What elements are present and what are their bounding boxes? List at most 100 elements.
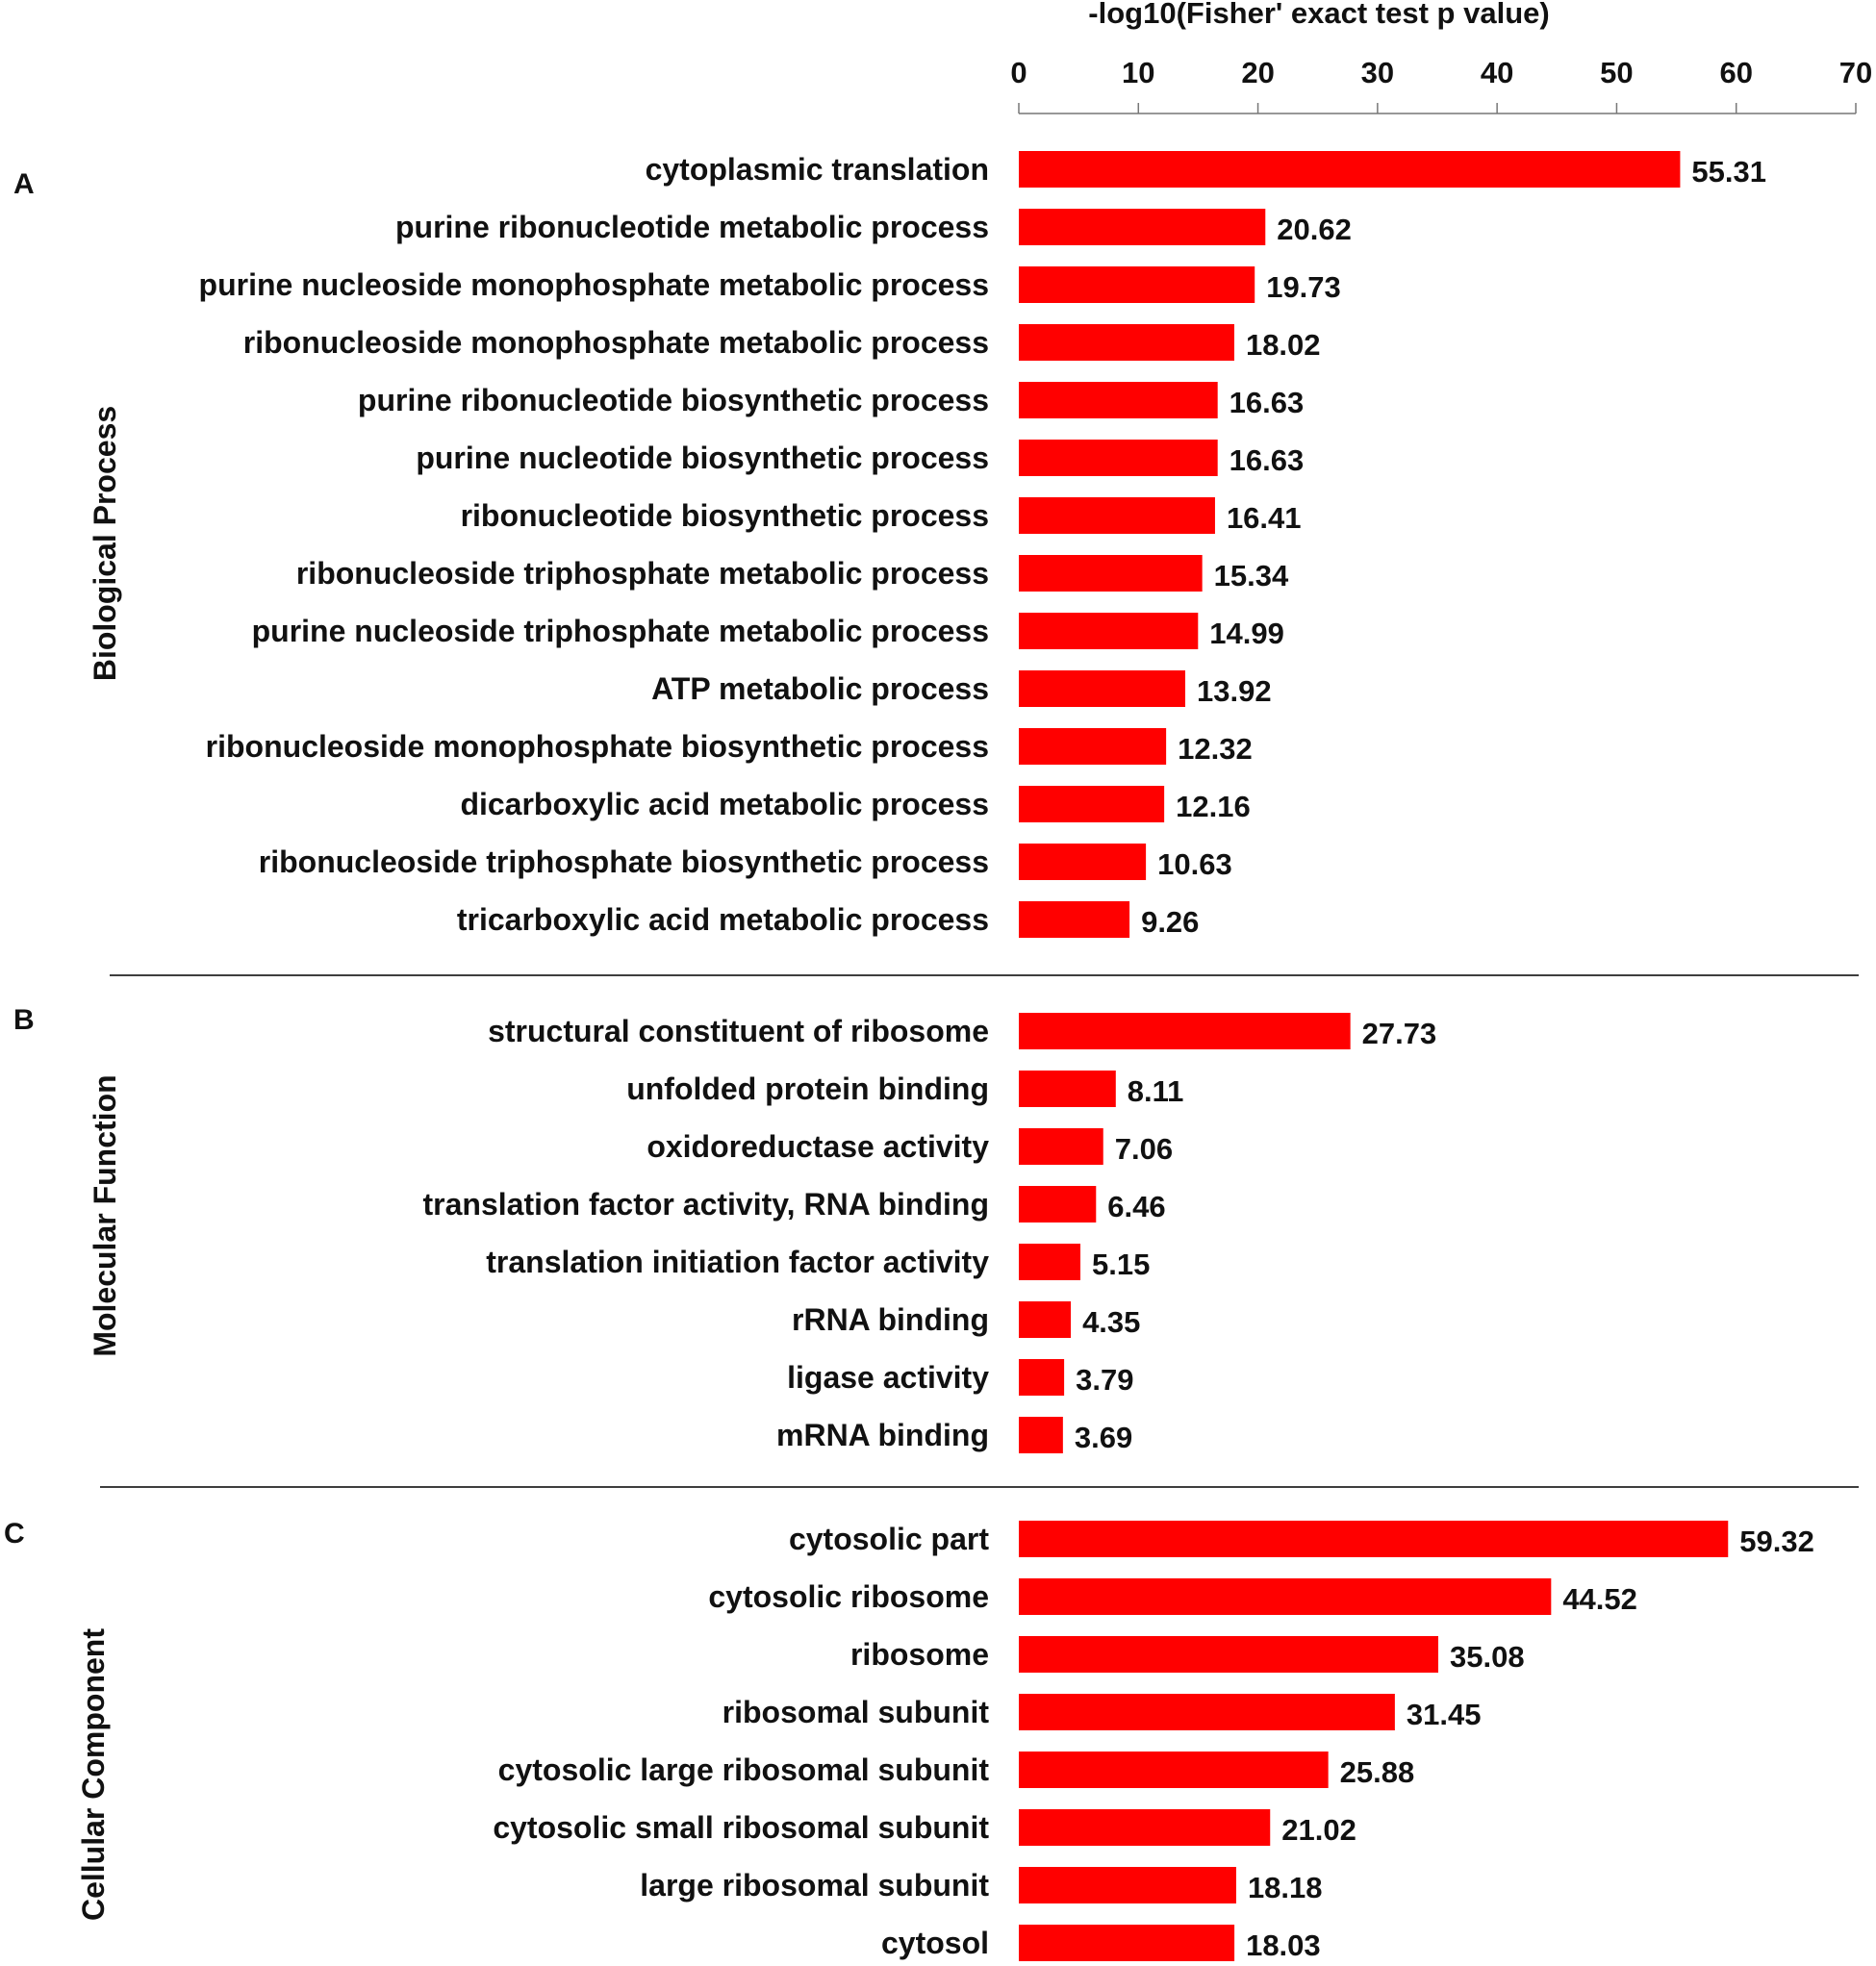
bar-value-label: 5.15 xyxy=(1092,1248,1150,1281)
bar-value-label: 44.52 xyxy=(1562,1582,1637,1616)
bar xyxy=(1019,1521,1729,1557)
x-tick-label: 20 xyxy=(1241,56,1274,89)
x-tick-label: 30 xyxy=(1361,56,1394,89)
category-label: cytosolic small ribosomal subunit xyxy=(493,1810,989,1845)
bar-value-label: 19.73 xyxy=(1266,270,1341,304)
bar xyxy=(1019,440,1218,476)
x-tick-label: 60 xyxy=(1719,56,1752,89)
chart-panels: A Biological Process cytoplasmic translati… xyxy=(4,151,1859,1962)
category-label: purine ribonucleotide biosynthetic proce… xyxy=(358,383,989,417)
bar xyxy=(1019,1244,1081,1280)
bar xyxy=(1019,1071,1116,1107)
bar xyxy=(1019,786,1165,822)
category-label: ribonucleotide biosynthetic process xyxy=(461,498,989,533)
category-label: purine nucleoside monophosphate metaboli… xyxy=(199,267,989,302)
category-label: unfolded protein binding xyxy=(626,1071,989,1106)
panel-a: A Biological Process cytoplasmic translati… xyxy=(13,151,1859,976)
bar-value-label: 12.32 xyxy=(1178,732,1253,766)
bar-value-label: 59.32 xyxy=(1739,1525,1814,1558)
bar-value-label: 18.18 xyxy=(1248,1871,1323,1904)
panel-c: C Cellular Component cytosolic part 59.32 cy… xyxy=(4,1518,1814,1962)
x-tick-label: 70 xyxy=(1839,56,1872,89)
category-label: ribonucleoside triphosphate biosynthetic… xyxy=(259,844,989,879)
bar-value-label: 15.34 xyxy=(1214,559,1289,592)
bar-value-label: 16.41 xyxy=(1227,501,1302,535)
category-label: large ribosomal subunit xyxy=(640,1868,989,1903)
bar-value-label: 25.88 xyxy=(1340,1755,1415,1789)
x-tick-label: 0 xyxy=(1010,56,1027,89)
bar xyxy=(1019,1013,1351,1049)
bar xyxy=(1019,1301,1072,1338)
panel-letter: A xyxy=(13,168,35,200)
panel-b: B Molecular Function structural constituen… xyxy=(13,1004,1859,1488)
category-label: ligase activity xyxy=(787,1360,989,1395)
bar-value-label: 18.03 xyxy=(1246,1928,1321,1962)
bar xyxy=(1019,1694,1395,1730)
category-label: purine nucleoside triphosphate metabolic… xyxy=(252,614,989,648)
panel-letter: B xyxy=(13,1004,35,1036)
bar xyxy=(1019,901,1130,938)
bar-value-label: 9.26 xyxy=(1141,905,1199,939)
bar xyxy=(1019,266,1255,303)
bar xyxy=(1019,1578,1552,1615)
bar-value-label: 35.08 xyxy=(1450,1640,1525,1674)
bar xyxy=(1019,1359,1065,1396)
category-label: cytosolic large ribosomal subunit xyxy=(498,1752,990,1787)
bar-value-label: 4.35 xyxy=(1082,1305,1140,1339)
panel-category-label: Cellular Component xyxy=(76,1628,111,1921)
category-label: ATP metabolic process xyxy=(651,671,989,706)
x-tick-label: 50 xyxy=(1600,56,1633,89)
category-label: mRNA binding xyxy=(776,1418,989,1452)
bar-value-label: 55.31 xyxy=(1691,155,1766,189)
bar-value-label: 20.62 xyxy=(1277,213,1352,246)
bar xyxy=(1019,1867,1236,1903)
bar xyxy=(1019,1128,1103,1165)
bar-value-label: 12.16 xyxy=(1176,790,1251,823)
category-label: structural constituent of ribosome xyxy=(488,1014,989,1048)
bar xyxy=(1019,1809,1271,1846)
bar-value-label: 18.02 xyxy=(1246,328,1321,362)
x-tick-label: 10 xyxy=(1122,56,1154,89)
category-label: cytosol xyxy=(881,1926,989,1960)
bar xyxy=(1019,1925,1235,1961)
category-label: translation factor activity, RNA binding xyxy=(423,1187,990,1222)
category-label: translation initiation factor activity xyxy=(486,1245,989,1279)
category-label: rRNA binding xyxy=(792,1302,989,1337)
category-label: cytoplasmic translation xyxy=(646,152,989,187)
x-axis: 0 10 20 30 40 50 60 70 xyxy=(1010,56,1872,114)
bar xyxy=(1019,728,1167,765)
category-label: ribonucleoside monophosphate biosyntheti… xyxy=(206,729,989,764)
bar xyxy=(1019,613,1199,649)
bar-value-label: 27.73 xyxy=(1362,1017,1437,1050)
bar xyxy=(1019,1186,1097,1222)
bar xyxy=(1019,1417,1063,1453)
category-label: purine nucleotide biosynthetic process xyxy=(416,441,989,475)
bar-value-label: 10.63 xyxy=(1157,847,1232,881)
bar-value-label: 21.02 xyxy=(1281,1813,1356,1847)
category-label: ribonucleoside monophosphate metabolic p… xyxy=(243,325,989,360)
bar xyxy=(1019,209,1266,245)
bar-value-label: 16.63 xyxy=(1230,443,1305,477)
bar-value-label: 8.11 xyxy=(1128,1074,1184,1108)
bar xyxy=(1019,670,1186,707)
category-label: ribonucleoside triphosphate metabolic pr… xyxy=(296,556,989,591)
bar xyxy=(1019,555,1203,592)
category-label: oxidoreductase activity xyxy=(646,1129,989,1164)
bar xyxy=(1019,382,1218,418)
panel-category-label: Molecular Function xyxy=(88,1074,122,1356)
bar xyxy=(1019,1752,1329,1788)
bar-value-label: 3.69 xyxy=(1075,1421,1132,1454)
bar-value-label: 13.92 xyxy=(1197,674,1272,708)
bar xyxy=(1019,151,1681,188)
bar-value-label: 6.46 xyxy=(1107,1190,1165,1223)
panel-category-label: Biological Process xyxy=(88,406,122,681)
category-label: cytosolic part xyxy=(789,1522,989,1556)
bar-value-label: 3.79 xyxy=(1076,1363,1133,1397)
category-label: tricarboxylic acid metabolic process xyxy=(457,902,989,937)
category-label: ribosome xyxy=(850,1637,989,1672)
x-axis-title: -log10(Fisher' exact test p value) xyxy=(1088,0,1549,30)
bar xyxy=(1019,1636,1438,1673)
bar-value-label: 16.63 xyxy=(1230,386,1305,419)
bar-value-label: 31.45 xyxy=(1407,1698,1482,1731)
